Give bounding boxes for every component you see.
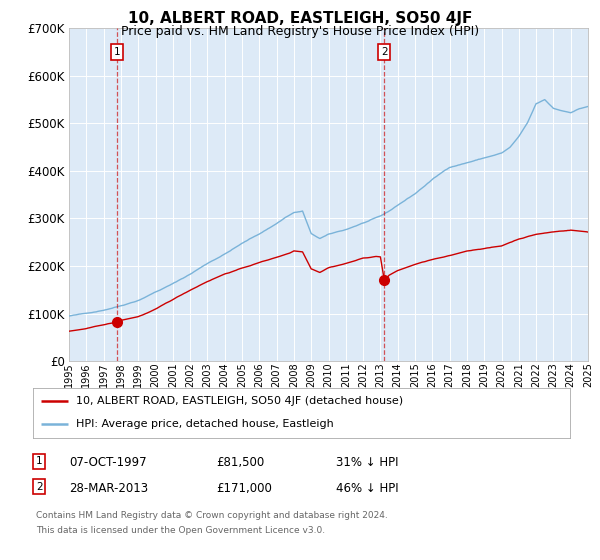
Text: 10, ALBERT ROAD, EASTLEIGH, SO50 4JF (detached house): 10, ALBERT ROAD, EASTLEIGH, SO50 4JF (de… [76,396,403,406]
Text: £81,500: £81,500 [216,456,264,469]
Text: HPI: Average price, detached house, Eastleigh: HPI: Average price, detached house, East… [76,419,334,430]
Text: 10, ALBERT ROAD, EASTLEIGH, SO50 4JF: 10, ALBERT ROAD, EASTLEIGH, SO50 4JF [128,11,472,26]
Text: 46% ↓ HPI: 46% ↓ HPI [336,482,398,494]
Text: Contains HM Land Registry data © Crown copyright and database right 2024.: Contains HM Land Registry data © Crown c… [36,511,388,520]
Text: 07-OCT-1997: 07-OCT-1997 [69,456,146,469]
Text: 2: 2 [36,482,43,492]
Text: 28-MAR-2013: 28-MAR-2013 [69,482,148,494]
Text: 31% ↓ HPI: 31% ↓ HPI [336,456,398,469]
Text: 2: 2 [381,47,388,57]
Text: Price paid vs. HM Land Registry's House Price Index (HPI): Price paid vs. HM Land Registry's House … [121,25,479,38]
Text: 1: 1 [113,47,120,57]
Text: 1: 1 [36,456,43,466]
Text: This data is licensed under the Open Government Licence v3.0.: This data is licensed under the Open Gov… [36,526,325,535]
Text: £171,000: £171,000 [216,482,272,494]
